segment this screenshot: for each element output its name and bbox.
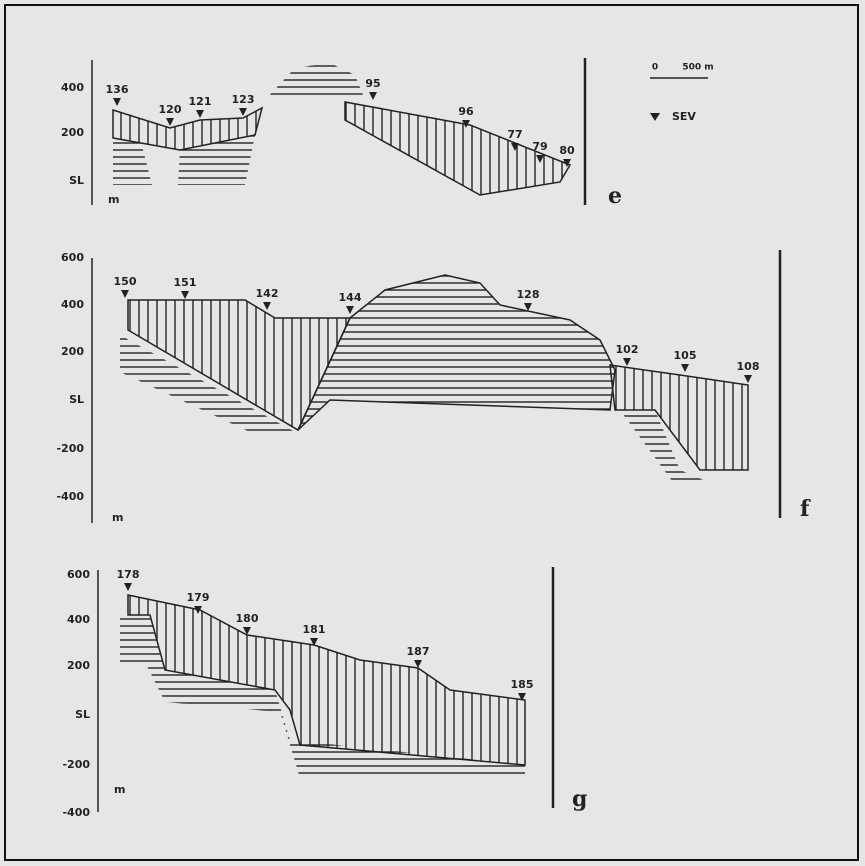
axis-label: SL <box>75 708 90 721</box>
station-label: 185 <box>511 678 534 691</box>
station-label: 120 <box>159 103 182 116</box>
station-label: 187 <box>407 645 430 658</box>
basement <box>113 138 152 185</box>
station-label: 179 <box>187 591 210 604</box>
station-label: 105 <box>674 349 697 362</box>
scale-end: 500 m <box>682 63 713 73</box>
station-label: 80 <box>559 144 575 157</box>
station-marker <box>462 120 470 128</box>
axis-label: 200 <box>67 659 90 672</box>
basement <box>178 135 255 185</box>
legend-marker <box>650 113 660 121</box>
panel-g <box>97 567 555 812</box>
station-label: 180 <box>236 612 259 625</box>
station-label: 77 <box>507 128 522 141</box>
station-marker <box>623 358 631 366</box>
station-label: 150 <box>114 275 137 288</box>
station-marker <box>310 638 318 646</box>
station-label: 102 <box>616 343 639 356</box>
axis-label: -400 <box>56 490 84 503</box>
station-label: 95 <box>365 77 380 90</box>
basement <box>120 335 295 432</box>
station-label: 181 <box>303 623 326 636</box>
station-label: 128 <box>517 288 540 301</box>
panel-e <box>91 58 708 205</box>
axis-label: -200 <box>56 442 84 455</box>
basement <box>120 615 525 778</box>
station-marker <box>113 98 121 106</box>
axis-label: 400 <box>61 81 84 94</box>
station-marker <box>511 143 519 151</box>
station-marker <box>181 291 189 299</box>
mountain <box>297 274 616 431</box>
station-marker <box>239 108 247 116</box>
axis-label: SL <box>69 393 84 406</box>
station-marker <box>518 693 526 701</box>
station-marker <box>196 110 204 118</box>
station-marker <box>536 155 544 163</box>
station-label: 178 <box>117 568 140 581</box>
scale-start: 0 <box>652 63 658 73</box>
hill <box>265 63 365 100</box>
station-marker <box>263 302 271 310</box>
axis-label: -200 <box>62 758 90 771</box>
station-label: 151 <box>174 276 197 289</box>
station-label: 142 <box>256 287 279 300</box>
station-marker <box>681 364 689 372</box>
axis-label: 400 <box>61 298 84 311</box>
station-marker <box>414 660 422 668</box>
station-label: 108 <box>737 360 760 373</box>
axis-label: 400 <box>67 613 90 626</box>
basement <box>620 410 715 485</box>
station-label: 136 <box>106 83 129 96</box>
station-marker <box>166 118 174 126</box>
station-marker <box>744 375 752 383</box>
axis-label: 200 <box>61 345 84 358</box>
sediment <box>344 101 572 196</box>
station-label: 96 <box>458 105 474 118</box>
station-marker <box>121 290 129 298</box>
axis-label: 200 <box>61 126 84 139</box>
panel-g-texts: 600 400 200 SL -200 -400 m g <box>62 568 587 819</box>
axis-label: 600 <box>61 251 84 264</box>
station-marker <box>194 606 202 614</box>
station-marker <box>369 92 377 100</box>
station-label: 121 <box>189 95 212 108</box>
frame <box>4 4 859 861</box>
legend-label: SEV <box>672 110 696 123</box>
unit: m <box>108 193 119 206</box>
unit: m <box>114 783 125 796</box>
panel-letter: e <box>608 183 622 209</box>
axis-label: SL <box>69 174 84 187</box>
axis-label: -400 <box>62 806 90 819</box>
station-marker <box>243 627 251 635</box>
station-marker <box>563 159 571 167</box>
axis-label: 600 <box>67 568 90 581</box>
station-label: 144 <box>339 291 362 304</box>
panel-e-texts: 400 200 SL m e 0 500 m SEV <box>61 63 714 210</box>
panel-letter: g <box>572 786 587 812</box>
station-label: 79 <box>532 140 547 153</box>
station-marker <box>124 583 132 591</box>
panel-f <box>91 250 782 523</box>
station-marker <box>346 306 354 314</box>
stations: 136 120 121 123 95 96 77 79 80 150 151 142 144 128 102… <box>106 77 760 701</box>
panel-letter: f <box>800 496 811 522</box>
station-marker <box>524 303 532 311</box>
unit: m <box>112 511 123 524</box>
station-label: 123 <box>232 93 255 106</box>
panel-f-texts: 600 400 200 SL -200 -400 m f <box>56 251 811 524</box>
